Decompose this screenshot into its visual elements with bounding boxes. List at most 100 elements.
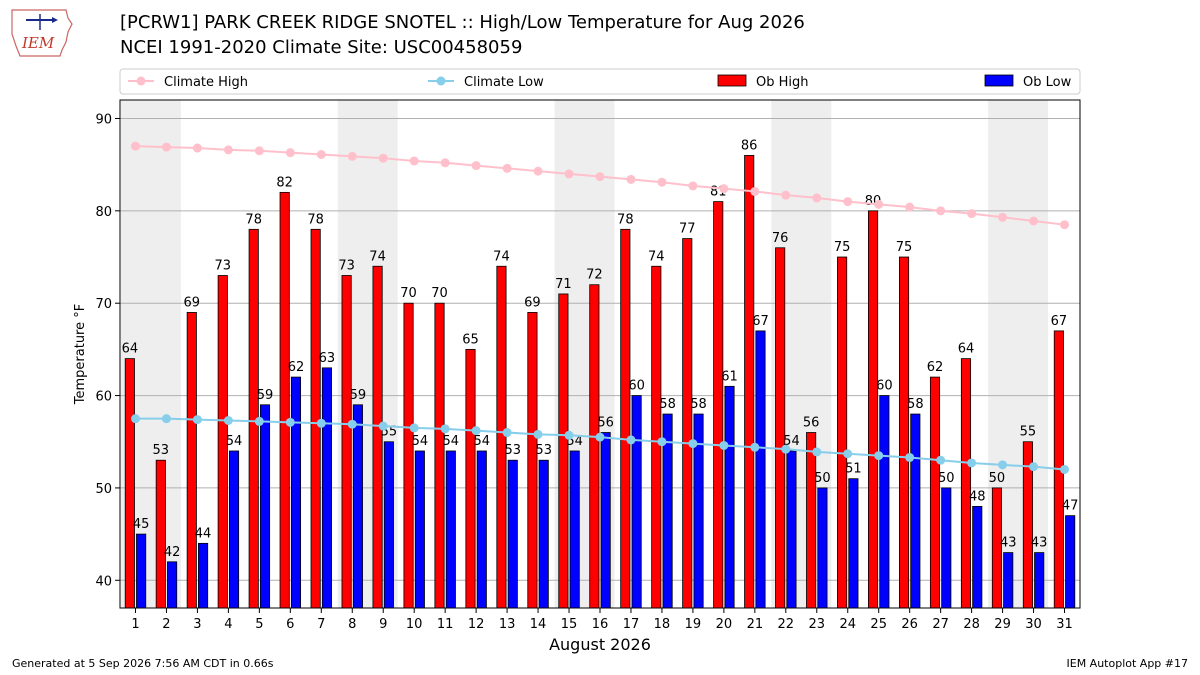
iowa-outline xyxy=(11,9,73,57)
ob-high-label: 67 xyxy=(1051,314,1068,329)
climate-low-point xyxy=(409,423,419,433)
ob-high-label: 74 xyxy=(369,249,386,264)
climate-low-point xyxy=(936,455,946,465)
ob-low-label: 50 xyxy=(938,471,955,486)
ob-high-bar xyxy=(124,358,135,609)
ob-high-label: 71 xyxy=(555,277,572,292)
x-tick-label: 8 xyxy=(348,617,356,632)
climate-low-point xyxy=(471,426,481,436)
ob-high-bar xyxy=(403,302,414,609)
x-tick-label: 26 xyxy=(901,617,918,632)
legend-bar-swatch xyxy=(717,74,747,87)
climate-high-point xyxy=(843,197,853,207)
ob-high-label: 86 xyxy=(741,138,758,153)
climate-high-point xyxy=(285,148,295,158)
ob-low-bar xyxy=(1065,515,1076,609)
climate-high-point xyxy=(936,206,946,216)
ob-high-bar xyxy=(775,247,786,609)
ob-high-bar xyxy=(589,284,600,609)
ob-high-label: 73 xyxy=(338,258,355,273)
climate-low-point xyxy=(347,419,357,429)
ob-high-bar xyxy=(837,256,848,609)
climate-low-point xyxy=(1029,462,1039,472)
x-tick-label: 22 xyxy=(778,617,795,632)
climate-low-point xyxy=(998,460,1008,470)
climate-low-point xyxy=(719,440,729,450)
climate-low-point xyxy=(316,418,326,428)
app-footer: IEM Autoplot App #17 xyxy=(1066,657,1189,670)
ob-high-bar xyxy=(186,312,197,609)
ob-low-bar xyxy=(507,459,518,609)
climate-high-point xyxy=(998,212,1008,222)
ob-low-bar xyxy=(848,478,859,609)
x-tick-label: 1 xyxy=(131,617,139,632)
x-tick-label: 6 xyxy=(286,617,294,632)
ob-high-label: 76 xyxy=(772,231,789,246)
x-tick-label: 7 xyxy=(317,617,325,632)
ob-high-label: 53 xyxy=(153,443,170,458)
x-tick-label: 28 xyxy=(963,617,980,632)
ob-high-bar xyxy=(898,256,910,609)
ob-high-label: 75 xyxy=(834,240,851,255)
climate-low-point xyxy=(874,451,884,461)
climate-high-point xyxy=(1060,220,1070,230)
ob-low-bar xyxy=(1034,552,1045,609)
climate-low-point xyxy=(440,424,450,434)
climate-low-point xyxy=(192,415,202,425)
climate-high-point xyxy=(657,177,667,187)
x-tick-label: 31 xyxy=(1056,617,1073,632)
ob-low-bar xyxy=(631,395,642,609)
ob-low-bar xyxy=(445,450,456,609)
ob-high-label: 69 xyxy=(524,295,541,310)
ob-low-bar xyxy=(136,533,147,609)
ob-low-bar xyxy=(941,487,952,609)
climate-high-point xyxy=(626,174,636,184)
x-tick-label: 5 xyxy=(255,617,263,632)
ob-low-bar xyxy=(321,367,332,609)
x-tick-label: 24 xyxy=(839,617,856,632)
ob-high-label: 64 xyxy=(958,342,975,357)
ob-high-bar xyxy=(496,265,507,609)
ob-high-label: 50 xyxy=(989,471,1006,486)
legend-marker xyxy=(136,76,146,86)
iem-logo: IEM xyxy=(11,9,73,57)
ob-high-bar xyxy=(465,348,476,609)
ob-low-label: 53 xyxy=(535,443,552,458)
ob-low-bar xyxy=(198,542,209,609)
ob-high-bar xyxy=(744,155,755,609)
climate-high-point xyxy=(905,202,915,212)
climate-low-point xyxy=(254,416,264,426)
ob-low-bar xyxy=(600,432,611,609)
ob-high-label: 69 xyxy=(184,295,201,310)
x-tick-label: 3 xyxy=(193,617,201,632)
ob-high-label: 78 xyxy=(245,212,262,227)
x-tick-label: 20 xyxy=(716,617,733,632)
ob-low-label: 51 xyxy=(845,462,862,477)
ob-high-bar xyxy=(527,312,538,609)
climate-low-point xyxy=(781,444,791,454)
x-tick-label: 25 xyxy=(870,617,887,632)
ob-low-bar xyxy=(724,385,735,609)
ob-low-label: 61 xyxy=(721,369,738,384)
ob-high-label: 82 xyxy=(276,175,293,190)
legend-marker xyxy=(436,76,446,86)
x-tick-label: 27 xyxy=(932,617,949,632)
x-tick-label: 18 xyxy=(654,617,671,632)
climate-high-point xyxy=(688,181,698,191)
ob-low-bar xyxy=(569,450,580,609)
ob-high-bar xyxy=(155,459,166,609)
ob-low-label: 50 xyxy=(814,471,831,486)
legend-label: Climate Low xyxy=(464,75,544,90)
climate-high-point xyxy=(595,172,605,182)
x-tick-label: 11 xyxy=(437,617,454,632)
chart-title: [PCRW1] PARK CREEK RIDGE SNOTEL :: High/… xyxy=(120,12,805,33)
climate-high-point xyxy=(192,143,202,153)
ob-low-bar xyxy=(910,413,921,609)
climate-low-point xyxy=(130,414,140,424)
x-tick-label: 21 xyxy=(747,617,764,632)
ob-high-label: 78 xyxy=(617,212,634,227)
y-tick-label: 80 xyxy=(95,205,112,220)
ob-low-bar xyxy=(538,459,549,609)
ob-low-label: 54 xyxy=(226,434,243,449)
ob-high-label: 55 xyxy=(1020,425,1037,440)
